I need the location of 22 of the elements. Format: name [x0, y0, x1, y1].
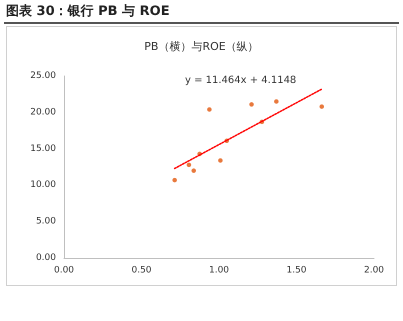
x-tick-label: 1.00 — [208, 266, 230, 276]
point — [249, 102, 254, 107]
annotation: y = 11.464x + 4.1148 — [185, 75, 296, 86]
y-tick-label: 25.00 — [30, 71, 56, 81]
point — [274, 99, 279, 104]
y-tick-label: 0.00 — [36, 253, 56, 263]
point — [186, 162, 192, 168]
point — [218, 158, 223, 163]
y-tick-label: 15.00 — [30, 144, 56, 154]
point — [320, 104, 324, 109]
point — [191, 168, 196, 173]
point — [172, 178, 177, 182]
x-tick-label: 0.00 — [54, 266, 74, 276]
point — [207, 107, 212, 112]
y-tick-label: 10.00 — [30, 180, 56, 190]
chart-title: 图表 30：银行 PB 与 ROE — [6, 3, 170, 20]
y-tick-label: 20.00 — [30, 107, 56, 118]
x-tick-label: 2.00 — [364, 266, 384, 276]
x-tick-label: 0.50 — [131, 266, 152, 276]
chart-subtitle: PB（横）与ROE（纵） — [144, 40, 259, 53]
x-tick-label: 1.50 — [286, 266, 307, 276]
y-tick-label: 5.00 — [36, 216, 56, 227]
